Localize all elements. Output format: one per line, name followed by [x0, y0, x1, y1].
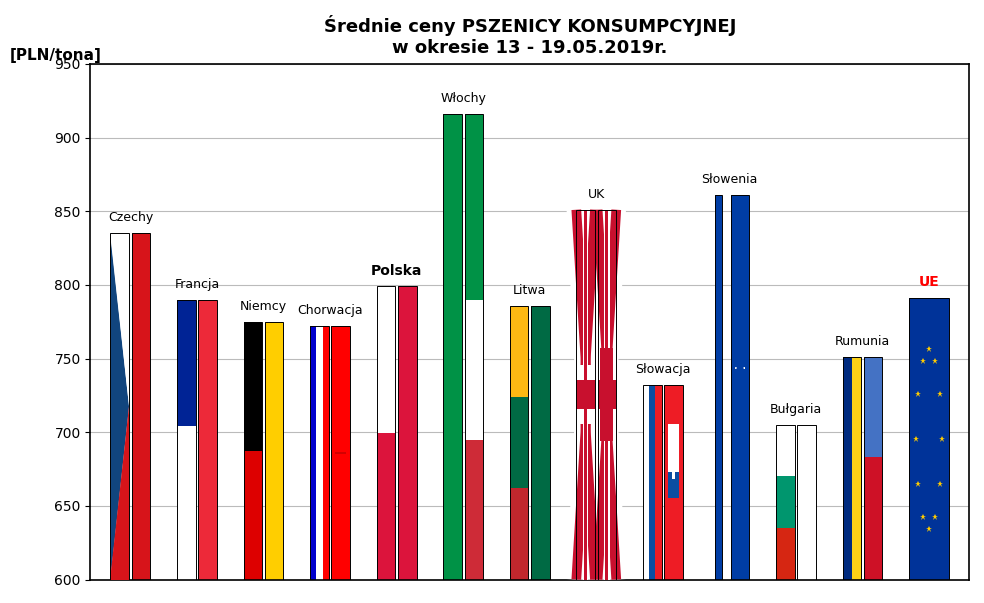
Bar	[377, 286, 396, 579]
Bar	[643, 385, 661, 579]
Bar	[199, 300, 216, 579]
Bar	[464, 114, 483, 579]
Title: Średnie ceny PSZENICY KONSUMPCYJNEJ
w okresie 13 - 19.05.2019r.: Średnie ceny PSZENICY KONSUMPCYJNEJ w ok…	[324, 15, 736, 57]
Bar	[332, 326, 350, 579]
Text: Niemcy: Niemcy	[240, 300, 287, 313]
Bar	[464, 114, 483, 300]
Bar	[715, 195, 722, 579]
Text: Bułgaria: Bułgaria	[769, 403, 822, 416]
Bar	[731, 195, 750, 579]
Text: Czechy: Czechy	[108, 212, 154, 224]
Bar	[672, 443, 675, 479]
Bar	[584, 210, 587, 579]
Bar	[864, 357, 883, 457]
Bar	[510, 397, 528, 488]
Bar	[604, 210, 610, 579]
Bar	[577, 380, 595, 409]
Polygon shape	[110, 233, 129, 579]
Bar	[715, 195, 722, 579]
Bar	[668, 424, 679, 498]
Bar	[597, 380, 616, 409]
Text: Włochy: Włochy	[440, 92, 486, 105]
Bar	[316, 326, 323, 579]
Text: Słowenia: Słowenia	[702, 173, 758, 186]
Bar	[265, 322, 283, 579]
Bar	[243, 450, 262, 579]
Bar	[731, 195, 750, 579]
Bar	[510, 306, 528, 397]
Bar	[443, 114, 461, 579]
Bar	[909, 298, 949, 579]
Bar	[852, 357, 861, 579]
Bar	[310, 326, 316, 579]
Text: UK: UK	[587, 188, 605, 201]
Bar	[664, 385, 683, 579]
Bar	[649, 385, 655, 579]
Bar	[864, 457, 883, 579]
Bar	[664, 385, 683, 579]
Bar	[177, 300, 196, 426]
Bar	[531, 306, 550, 579]
Bar	[531, 306, 550, 579]
Bar	[842, 357, 861, 579]
Bar	[464, 440, 483, 579]
Bar	[597, 365, 616, 424]
Bar	[605, 210, 608, 579]
Bar	[842, 357, 852, 579]
Bar	[177, 300, 196, 579]
Polygon shape	[110, 233, 129, 406]
Bar	[177, 426, 196, 579]
Bar	[377, 433, 396, 579]
Bar	[265, 322, 283, 579]
Bar	[310, 326, 329, 579]
Bar	[577, 210, 595, 579]
Text: Rumunia: Rumunia	[834, 335, 891, 348]
Bar	[668, 472, 679, 498]
Bar	[643, 385, 649, 579]
Text: Chorwacja: Chorwacja	[297, 305, 363, 317]
Bar	[132, 233, 151, 579]
Bar	[398, 286, 416, 579]
Bar	[776, 425, 795, 476]
Bar	[510, 488, 528, 579]
Bar	[864, 357, 883, 579]
Text: Francja: Francja	[174, 278, 219, 291]
Bar	[398, 286, 416, 579]
Bar	[464, 300, 483, 440]
Bar	[110, 233, 129, 579]
Bar	[797, 425, 816, 579]
Bar	[577, 365, 595, 424]
Bar	[510, 306, 528, 579]
Bar	[332, 326, 350, 579]
Bar	[583, 210, 588, 579]
Bar	[776, 528, 795, 579]
Bar	[670, 444, 677, 461]
Text: Litwa: Litwa	[513, 283, 546, 297]
Bar	[797, 425, 816, 579]
Bar	[655, 385, 661, 579]
Bar	[577, 210, 595, 579]
Polygon shape	[110, 406, 129, 579]
Bar	[199, 300, 216, 579]
Bar	[909, 298, 949, 579]
Bar	[776, 476, 795, 528]
Text: UE: UE	[919, 276, 940, 289]
Bar	[597, 210, 616, 579]
Bar	[243, 322, 262, 450]
Bar	[377, 286, 396, 433]
Bar	[597, 210, 616, 579]
Text: [PLN/tona]: [PLN/tona]	[10, 48, 101, 63]
Bar	[776, 425, 795, 579]
Bar	[443, 114, 461, 579]
Bar	[132, 233, 151, 579]
Text: Słowacja: Słowacja	[635, 363, 691, 376]
Text: Polska: Polska	[371, 264, 422, 277]
Bar	[243, 322, 262, 579]
Bar	[600, 349, 613, 441]
Bar	[323, 326, 329, 579]
